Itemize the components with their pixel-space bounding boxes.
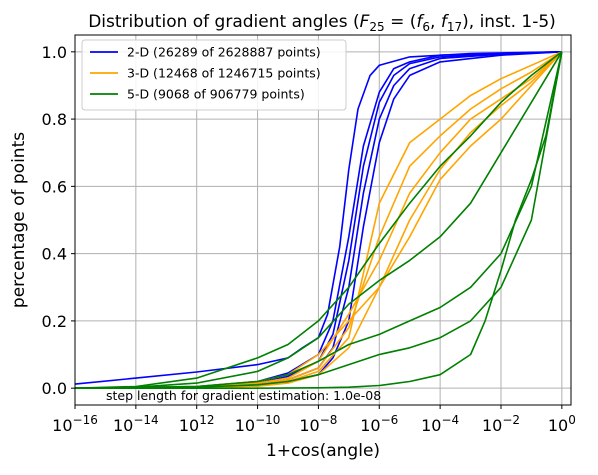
series-layer <box>74 51 563 390</box>
x-tick-label: 10−10 <box>235 413 281 435</box>
y-tick-label: 0.0 <box>42 379 67 398</box>
x-tick-label: 1012 <box>179 413 215 435</box>
x-tick-label: 10−14 <box>113 413 159 435</box>
x-tick-label: 10−8 <box>299 413 337 435</box>
y-tick-label: 0.4 <box>42 245 67 264</box>
x-tick-label: 100 <box>548 413 576 435</box>
legend: 2-D (26289 of 2628887 points) 3-D (12468 … <box>81 39 347 111</box>
y-tick-label: 0.8 <box>42 110 67 129</box>
x-tick-label: 10−4 <box>421 413 459 435</box>
series-3-instance-5-line <box>75 51 563 390</box>
chart-title: Distribution of gradient angles (F25 = (… <box>88 12 556 34</box>
x-axis: 10−16 10−14 1012 10−10 10−8 10−6 10−4 10−2 100 <box>52 405 576 435</box>
legend-entry: 2-D (26289 of 2628887 points) <box>127 45 321 60</box>
legend-entry: 5-D (9068 of 906779 points) <box>127 87 305 102</box>
y-tick-label: 0.6 <box>42 177 67 196</box>
series-2-instance-5-line <box>74 51 563 389</box>
x-axis-label: 1+cos(angle) <box>266 441 380 461</box>
y-axis-label: percentage of points <box>9 132 29 308</box>
series-3-instance-2-line <box>74 51 563 389</box>
y-tick-label: 1.0 <box>42 43 67 62</box>
x-tick-label: 10−6 <box>360 413 398 435</box>
series-3-instance-4-line <box>74 51 563 389</box>
step-length-annotation: step length for gradient estimation: 1.0… <box>106 388 381 403</box>
x-tick-label: 10−2 <box>482 413 520 435</box>
series-2-instance-2-line <box>74 51 563 389</box>
plot-frame <box>74 34 572 406</box>
y-axis: 0.0 0.2 0.4 0.6 0.8 1.0 <box>42 43 75 398</box>
series-3-instance-3-line <box>74 51 563 389</box>
legend-box <box>81 39 347 111</box>
y-tick-label: 0.2 <box>42 312 67 331</box>
x-tick-label: 10−16 <box>52 413 98 435</box>
legend-entry: 3-D (12468 of 1246715 points) <box>127 66 321 81</box>
series-3-instance-1-line <box>74 51 563 389</box>
